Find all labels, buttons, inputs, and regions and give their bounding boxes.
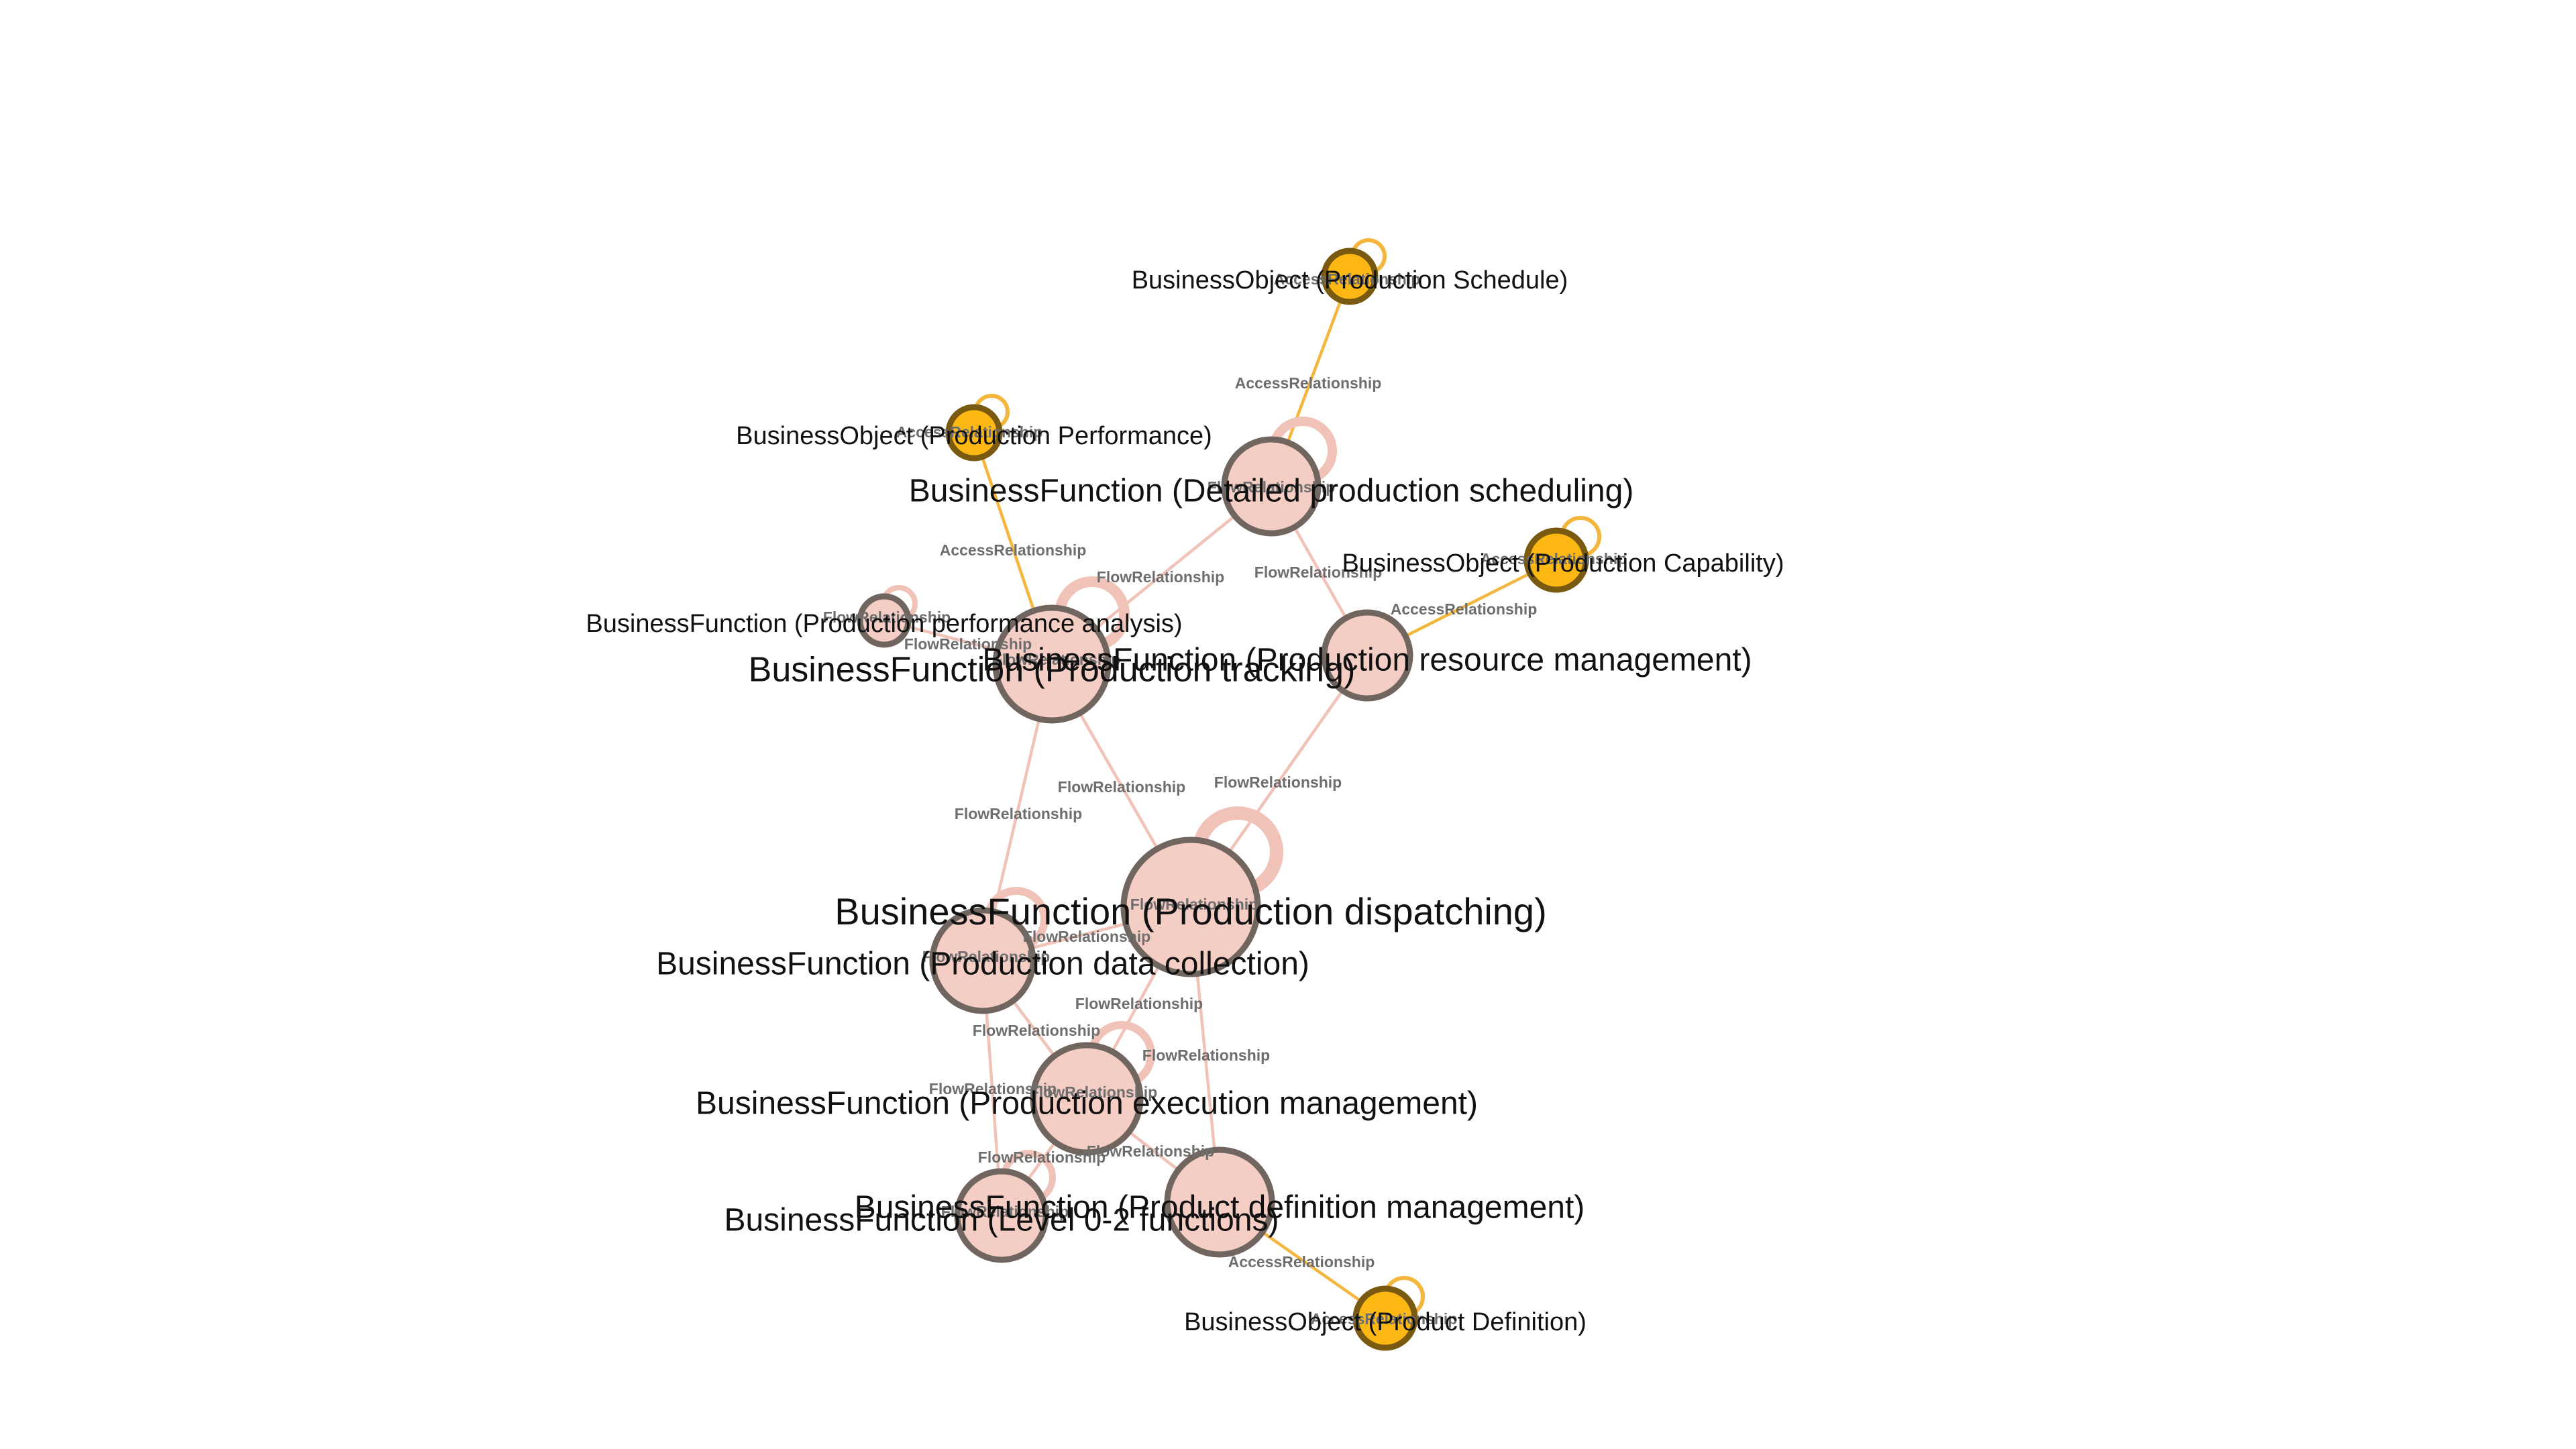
node-label-tracking: BusinessFunction (Production tracking) — [749, 651, 1356, 690]
node-label-detailed_sched: BusinessFunction (Detailed production sc… — [909, 474, 1634, 509]
edge-label-product_def_mgmt-product_def_obj: AccessRelationship — [1228, 1253, 1375, 1271]
node-label-perf_analysis: BusinessFunction (Production performance… — [586, 610, 1182, 638]
node-resource_mgmt[interactable] — [1321, 609, 1413, 702]
node-performance_obj[interactable] — [945, 404, 1003, 462]
node-schedule_obj[interactable] — [1321, 248, 1379, 305]
node-detailed_sched[interactable] — [1221, 436, 1322, 537]
node-label-resource_mgmt: BusinessFunction (Production resource ma… — [982, 643, 1752, 678]
edge-label-dispatching-data_collection: FlowRelationship — [1023, 928, 1150, 945]
edge-label-data_collection-level02: FlowRelationship — [929, 1080, 1057, 1097]
node-label-product_def_mgmt: BusinessFunction (Product definition man… — [855, 1190, 1585, 1226]
node-labels-layer: BusinessObject (Production Schedule) Busi… — [586, 266, 1784, 1336]
self-loop-label-tracking: FlowRelationship — [993, 651, 1120, 668]
self-loop-label-dispatching: FlowRelationship — [1130, 896, 1258, 913]
nodes-layer — [857, 248, 1589, 1351]
self-loop-label-product_def_obj: AccessRelationship — [1311, 1310, 1458, 1328]
node-dispatching[interactable] — [1120, 837, 1261, 977]
node-level02[interactable] — [954, 1168, 1049, 1263]
node-label-dispatching: BusinessFunction (Production dispatching… — [835, 890, 1546, 932]
edge-label-dispatching-product_def_mgmt: FlowRelationship — [1142, 1046, 1270, 1064]
self-loop-label-detailed_sched: FlowRelationship — [1208, 478, 1335, 496]
node-tracking[interactable] — [992, 604, 1112, 724]
edge-label-perf_analysis-tracking: FlowRelationship — [904, 635, 1032, 653]
self-loop-label-schedule_obj: AccessRelationship — [1274, 270, 1421, 288]
node-data_collection[interactable] — [929, 907, 1036, 1014]
edge-label-tracking-data_collection: FlowRelationship — [955, 805, 1082, 822]
node-product_def_obj[interactable] — [1352, 1285, 1418, 1351]
edge-label-detailed_sched-resource_mgmt: FlowRelationship — [1254, 564, 1382, 581]
node-label-capability_obj: BusinessObject (Production Capability) — [1342, 549, 1784, 578]
node-label-data_collection: BusinessFunction (Production data collec… — [656, 947, 1309, 982]
self-loop-label-execution_mgmt: FlowRelationship — [1030, 1083, 1157, 1101]
node-label-performance_obj: BusinessObject (Production Performance) — [736, 422, 1212, 450]
node-label-schedule_obj: BusinessObject (Production Schedule) — [1132, 266, 1568, 294]
edge-label-resource_mgmt-capability_obj: AccessRelationship — [1391, 600, 1538, 618]
node-label-product_def_obj: BusinessObject (Product Definition) — [1184, 1308, 1587, 1336]
self-loop-label-level02: FlowRelationship — [941, 1203, 1069, 1220]
edge-label-execution_mgmt-level02: FlowRelationship — [978, 1148, 1106, 1166]
node-capability_obj[interactable] — [1523, 527, 1589, 593]
node-product_def_mgmt[interactable] — [1164, 1146, 1275, 1258]
node-label-level02: BusinessFunction (Level 0-2 functions) — [724, 1203, 1279, 1238]
edge-label-tracking-detailed_sched: FlowRelationship — [1097, 568, 1224, 586]
self-loop-label-data_collection: FlowRelationship — [922, 948, 1050, 965]
edge-label-execution_mgmt-product_def_mgmt: FlowRelationship — [1087, 1142, 1214, 1160]
node-label-execution_mgmt: BusinessFunction (Production execution m… — [696, 1086, 1478, 1122]
edge-label-tracking-dispatching: FlowRelationship — [1058, 778, 1185, 796]
node-execution_mgmt[interactable] — [1030, 1042, 1144, 1156]
edge-label-detailed_sched-schedule_obj: AccessRelationship — [1235, 374, 1382, 392]
self-loop-label-perf_analysis: FlowRelationship — [823, 608, 951, 626]
edge-label-tracking-performance_obj: AccessRelationship — [940, 541, 1087, 559]
edge-label-data_collection-execution_mgmt: FlowRelationship — [973, 1022, 1100, 1039]
edge-label-dispatching-execution_mgmt: FlowRelationship — [1075, 995, 1203, 1012]
self-loop-label-capability_obj: AccessRelationship — [1481, 550, 1627, 568]
node-perf_analysis[interactable] — [857, 593, 912, 648]
self-loop-label-performance_obj: AccessRelationship — [896, 423, 1043, 441]
edge-label-resource_mgmt-dispatching: FlowRelationship — [1214, 773, 1342, 791]
edge-labels-layer: AccessRelationship AccessRelationship Acce… — [823, 270, 1627, 1328]
